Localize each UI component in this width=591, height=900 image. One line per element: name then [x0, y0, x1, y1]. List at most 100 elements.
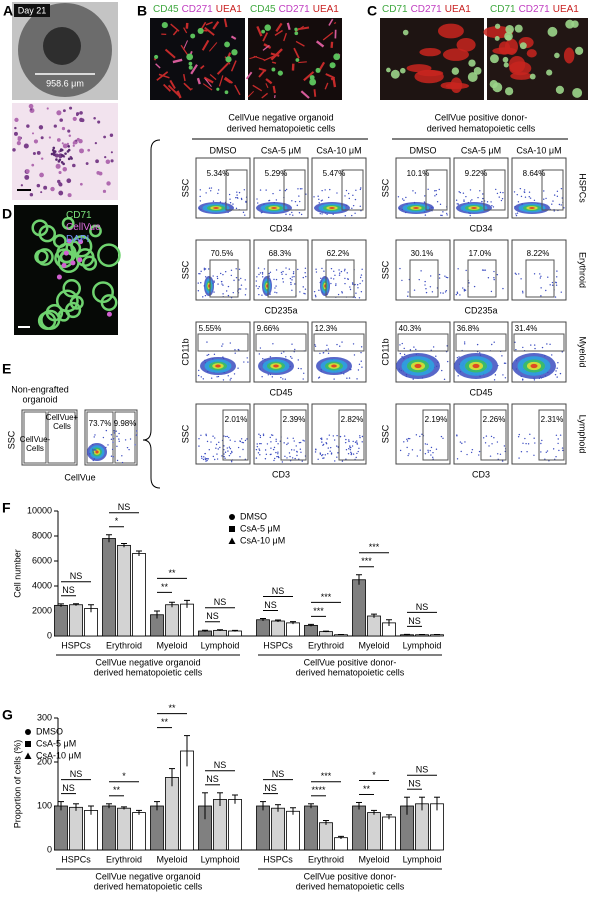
vessel [196, 77, 201, 85]
x-tick-label: Lymphoid [403, 640, 442, 650]
event [455, 293, 458, 296]
event [293, 449, 295, 451]
event [228, 446, 231, 448]
event [555, 434, 558, 436]
event [222, 379, 225, 381]
event [357, 450, 359, 453]
event [281, 461, 284, 463]
bar [117, 544, 131, 637]
event [200, 376, 202, 378]
event [429, 449, 431, 452]
cell [315, 67, 321, 73]
event [270, 447, 272, 449]
event [219, 272, 222, 275]
event [212, 200, 215, 202]
event [272, 448, 275, 451]
bar [102, 538, 116, 637]
gate [222, 409, 249, 461]
event [424, 452, 427, 455]
event [268, 199, 271, 202]
event [477, 196, 479, 199]
gate [483, 169, 506, 211]
gate-value: 2.39% [283, 415, 306, 424]
event [239, 440, 241, 442]
axis-label: SSC [380, 178, 390, 197]
event [339, 435, 342, 438]
event [457, 203, 460, 205]
event [460, 450, 462, 453]
event [110, 434, 113, 436]
event [355, 456, 357, 459]
x-tick-label: Myeloid [358, 640, 389, 650]
event [493, 437, 495, 439]
event [424, 280, 426, 283]
event [463, 290, 466, 292]
event [504, 362, 507, 365]
event [502, 287, 504, 290]
event [513, 191, 516, 193]
cell [489, 54, 499, 64]
event [352, 194, 354, 197]
event [499, 191, 502, 194]
event [337, 452, 339, 454]
cell [186, 53, 194, 61]
vessel [201, 39, 210, 51]
event [355, 189, 357, 191]
event [557, 442, 559, 445]
event [336, 192, 338, 194]
cell [61, 216, 75, 230]
cell [106, 311, 112, 317]
vessel [262, 32, 269, 42]
cell [70, 235, 93, 258]
event [222, 273, 224, 276]
bar [213, 799, 227, 851]
significance-label: *** [321, 771, 332, 781]
event [347, 278, 349, 281]
event [496, 192, 499, 195]
event [237, 197, 239, 199]
event [282, 270, 284, 273]
cell [36, 248, 54, 266]
event [442, 437, 444, 440]
event [412, 378, 414, 380]
group-label: CellVue negative organoid [95, 657, 200, 667]
nucleus [85, 162, 89, 165]
event [229, 379, 231, 381]
event [482, 197, 484, 200]
cell [529, 73, 536, 80]
event [482, 193, 484, 195]
event [269, 271, 272, 273]
stain-word: CD271 [519, 4, 551, 15]
event [409, 437, 411, 440]
event [302, 439, 304, 441]
panel-label: C [367, 3, 377, 19]
vessel [275, 22, 283, 32]
event [233, 373, 236, 375]
significance-label: NS [70, 571, 83, 581]
event [529, 433, 531, 436]
event [320, 437, 322, 440]
cell [261, 29, 266, 34]
gate [467, 259, 497, 298]
significance-label: ** [363, 784, 371, 794]
event [357, 287, 359, 289]
event [299, 441, 302, 444]
event [213, 291, 215, 293]
event [429, 286, 432, 288]
event [356, 442, 358, 444]
event [118, 438, 120, 440]
nucleus [66, 178, 72, 184]
bar [286, 810, 300, 851]
event [491, 343, 493, 346]
significance-label: NS [264, 783, 277, 793]
cell [69, 295, 84, 310]
vessel [182, 40, 189, 50]
event [317, 195, 319, 197]
gate [513, 333, 565, 352]
cell [92, 281, 114, 304]
event [458, 356, 460, 358]
stain-word: CD271 [411, 4, 443, 15]
legend-label: CsA-10 μM [36, 750, 81, 760]
event [515, 273, 517, 275]
event [268, 275, 270, 277]
